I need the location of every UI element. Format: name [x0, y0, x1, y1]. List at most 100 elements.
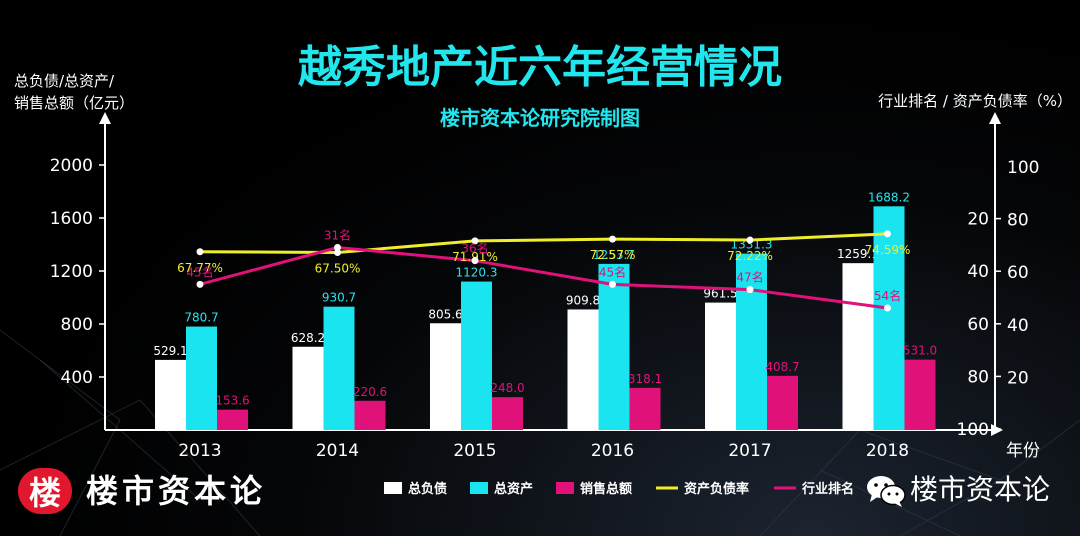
bar-label-2-2013: 153.6: [215, 394, 249, 408]
bar-0-2014: [292, 346, 324, 430]
bar-label-0-2018: 1259.1: [837, 247, 879, 261]
bar-label-1-2013: 780.7: [184, 311, 218, 325]
y-right-pct-tick-label-2: 60: [1007, 263, 1029, 283]
line-rank-label-2013: 45名: [186, 264, 213, 279]
bar-label-2-2017: 408.7: [765, 360, 799, 374]
line-rank-label-2018: 54名: [874, 288, 901, 303]
x-tick-label-2013: 2013: [178, 441, 221, 461]
bar-label-1-2018: 1688.2: [868, 190, 910, 204]
x-tick-label-2015: 2015: [453, 441, 496, 461]
legend-line-label-1: 行业排名: [801, 481, 854, 497]
bar-0-2016: [567, 309, 599, 430]
legend-label-2: 销售总额: [580, 481, 632, 497]
y-axis-right-arrow: [989, 112, 1001, 124]
line-rank-label-2014: 31名: [324, 228, 351, 243]
bg-network-line-5: [759, 429, 861, 536]
line-debt-ratio-label-2014: 67.50%: [315, 261, 361, 275]
bar-2-2016: [629, 387, 661, 430]
bar-label-1-2016: 1253.7: [593, 248, 635, 262]
line-rank-point-2014: [334, 244, 341, 252]
line-debt-ratio: [199, 232, 888, 254]
line-rank-point-2017: [746, 286, 754, 294]
bg-network-line-0: [0, 329, 121, 421]
y-right-rank-tick-label-1: 80: [967, 367, 989, 387]
bg-network-line-6: [859, 429, 1001, 481]
line-rank-point-2018: [884, 304, 891, 312]
bar-2-2017: [767, 375, 798, 430]
bar-label-0-2015: 805.6: [428, 307, 462, 321]
wechat-account-name: 楼市资本论: [910, 473, 1051, 506]
y-left-tick-label-0: 400: [61, 368, 93, 388]
bar-label-1-2014: 930.7: [322, 291, 356, 305]
chart-title: 越秀地产近六年经营情况: [298, 42, 782, 93]
bg-network-line-8: [899, 479, 1001, 536]
x-tick-label-2017: 2017: [728, 441, 771, 461]
line-debt-ratio-point-2016: [609, 235, 616, 243]
bar-1-2018: [873, 206, 905, 430]
bar-1-2015: [461, 281, 492, 430]
line-rank-label-2016: 45名: [599, 264, 626, 279]
y-right-pct-tick-label-1: 40: [1007, 316, 1029, 336]
bar-label-2-2018: 531.0: [903, 344, 937, 358]
bar-1-2014: [323, 306, 355, 430]
legend-swatch-2: [556, 482, 574, 494]
line-rank-point-2015: [471, 257, 479, 265]
bar-0-2013: [155, 359, 186, 430]
brand-logo-badge: 楼: [18, 468, 72, 514]
bar-label-0-2014: 628.2: [291, 331, 325, 345]
legend-swatch-0: [384, 482, 402, 494]
bar-1-2017: [736, 253, 767, 430]
y-right-rank-tick-label-0: 100: [957, 420, 989, 440]
bar-2-2015: [492, 397, 523, 430]
bar-label-1-2015: 1120.3: [456, 266, 498, 280]
x-axis-label: 年份: [1006, 441, 1040, 461]
wechat-icon: [867, 476, 906, 507]
y-right-pct-tick-label-3: 80: [1007, 211, 1029, 231]
line-debt-ratio-label-2016: 72.57%: [590, 248, 636, 262]
bar-label-2-2016: 318.1: [628, 372, 662, 386]
line-industry-rank: [199, 246, 888, 310]
line-debt-ratio-point-2018: [884, 230, 891, 238]
x-tick-label-2016: 2016: [591, 441, 634, 461]
y-right-rank-tick-label-4: 20: [967, 210, 989, 230]
legend-swatch-1: [470, 482, 488, 494]
line-rank-label-2015: 36名: [461, 241, 488, 256]
x-tick-label-2018: 2018: [866, 441, 909, 461]
bar-label-0-2016: 909.8: [566, 293, 600, 307]
line-debt-ratio-label-2013: 67.77%: [177, 261, 223, 275]
y-axis-left-label-line-1: 销售总额（亿元）: [14, 94, 134, 112]
bg-network-line-2: [0, 399, 141, 471]
brand-name: 楼市资本论: [86, 472, 267, 510]
legend-line-label-0: 资产负债率: [684, 481, 749, 497]
y-right-pct-tick-label-4: 100: [1007, 158, 1039, 178]
bar-label-0-2013: 529.1: [153, 344, 187, 358]
line-rank-point-2013: [196, 280, 204, 288]
bar-1-2016: [598, 263, 630, 430]
line-debt-ratio-label-2015: 71.91%: [452, 250, 498, 264]
line-debt-ratio-point-2015: [471, 237, 479, 245]
y-axis-left-label-line-0: 总负债/总资产/: [14, 72, 115, 90]
bar-0-2018: [842, 263, 874, 430]
y-left-tick-label-1: 800: [61, 315, 93, 335]
line-debt-ratio-point-2014: [334, 248, 341, 256]
chart-subtitle: 楼市资本论研究院制图: [440, 106, 640, 130]
y-right-pct-tick-label-0: 20: [1007, 368, 1029, 388]
y-axis-left-arrow: [99, 112, 111, 124]
bar-0-2017: [705, 302, 736, 430]
line-debt-ratio-label-2017: 72.22%: [727, 249, 773, 263]
legend-label-0: 总负债: [408, 481, 447, 497]
bar-2-2013: [217, 409, 248, 430]
bar-2-2014: [354, 400, 386, 430]
bar-label-2-2014: 220.6: [353, 385, 387, 399]
legend-label-1: 总资产: [494, 481, 533, 497]
y-left-tick-label-4: 2000: [50, 156, 93, 176]
x-tick-label-2014: 2014: [316, 441, 359, 461]
line-debt-ratio-point-2017: [746, 236, 754, 244]
x-axis-arrow: [991, 424, 1003, 436]
line-debt-ratio-point-2013: [196, 248, 204, 256]
bg-network-line-1: [59, 419, 121, 536]
bar-1-2013: [186, 326, 217, 430]
bar-label-2-2015: 248.0: [490, 381, 524, 395]
